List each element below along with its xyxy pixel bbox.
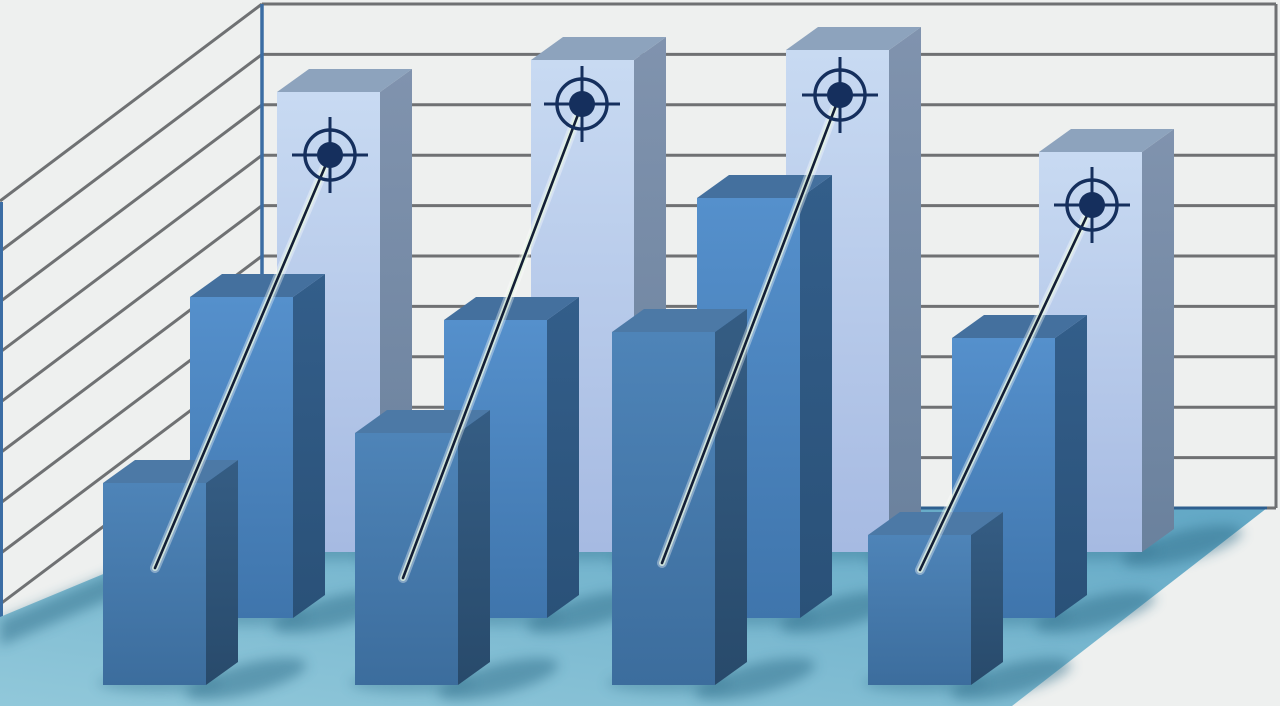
target-crosshair-icon-group-3 [802,57,878,133]
wall-perspective-line [0,103,263,303]
wall-perspective-line [0,204,263,404]
trend-line-group-2 [398,99,587,583]
wall-perspective-line [0,2,263,203]
trend-line [153,153,332,570]
target-crosshair-icon-group-2 [544,66,620,142]
bar-shadow [437,658,559,700]
bar-shadow [694,658,816,700]
bar-3d-group-1-front [97,460,307,700]
trend-line [918,203,1094,572]
wall-perspective-line [0,154,263,354]
trend-line-group-3 [657,90,845,568]
bar-top-face [444,297,579,320]
bar-front-face [612,332,715,685]
bar-side-face [800,175,832,618]
bar-shadow [1121,525,1243,567]
bar-side-face [1055,315,1087,618]
bar-top-face [697,175,832,198]
bar-shadow [185,658,307,700]
bar-side-face [547,297,579,618]
bar-side-face [971,512,1003,685]
target-crosshair-icon-group-1 [292,117,368,193]
bar-top-face [277,69,412,92]
bar-top-face [1039,129,1174,152]
trend-line [401,102,584,580]
bar-side-face [458,410,490,685]
bar-side-face [889,27,921,552]
bar-top-face [190,274,325,297]
bar-top-face [103,460,238,483]
bar-front-face [103,483,206,685]
bar-top-face [868,512,1003,535]
bar-top-face [355,410,490,433]
bar-front-face [868,535,971,685]
bar-top-face [786,27,921,50]
bar-3d-group-3-front [606,309,816,700]
wall-perspective-line [0,53,263,253]
bar-shadow [1034,591,1156,633]
trend-line-group-1 [150,150,335,573]
bar-side-face [1142,129,1174,552]
trend-line [660,93,842,565]
bar-side-face [293,274,325,618]
trend-line-group-4 [915,200,1097,575]
bar-top-face [952,315,1087,338]
bar-top-face [531,37,666,60]
bar-3d-group-4-front [862,512,1072,700]
bar-3d-group-2-front [349,410,559,700]
bar-top-face [612,309,747,332]
bar-shadow [950,658,1072,700]
target-crosshair-icon-group-4 [1054,167,1130,243]
bar-side-face [206,460,238,685]
